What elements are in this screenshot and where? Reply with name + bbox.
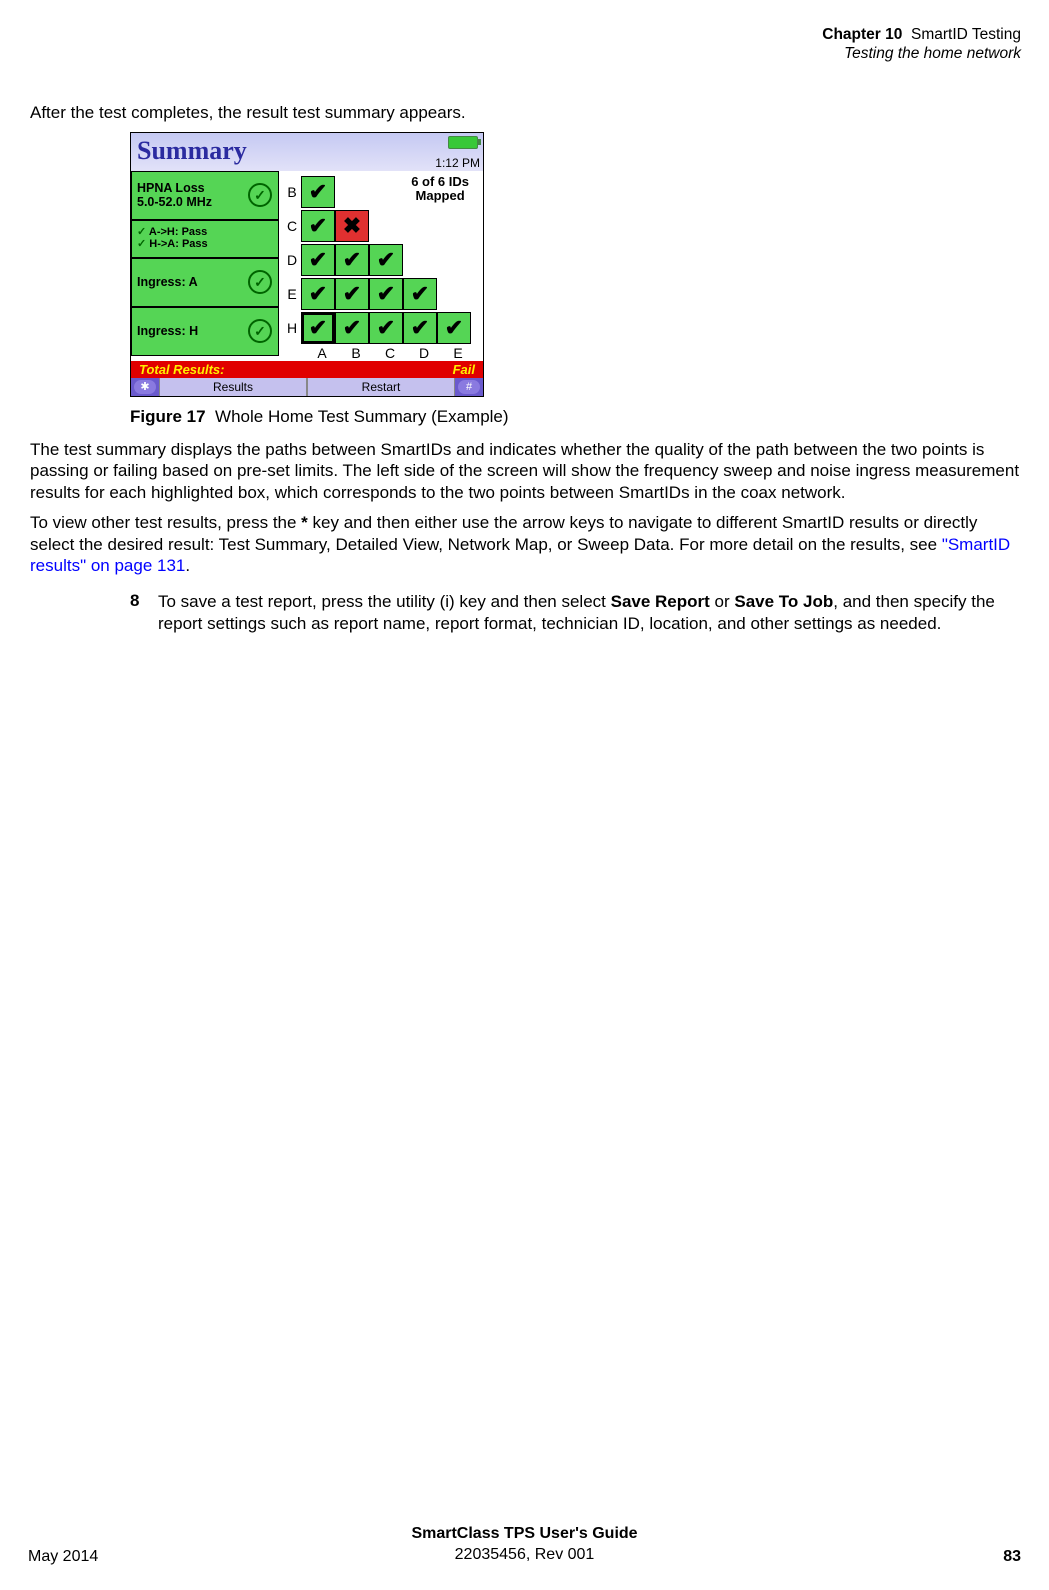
row-label: B: [283, 184, 301, 200]
matrix-area: 6 of 6 IDs Mapped BCDEHABCDE: [279, 171, 483, 361]
empty-cell: [335, 176, 369, 208]
pass-icon: [248, 319, 272, 343]
summary-titlebar: Summary 1:12 PM: [131, 133, 483, 171]
chapter-label: Chapter 10: [822, 26, 902, 43]
intro-paragraph: After the test completes, the result tes…: [30, 102, 1021, 124]
row-label: E: [283, 286, 301, 302]
col-label: D: [407, 345, 441, 361]
pass-cell: [437, 312, 471, 344]
column-labels: ABCDE: [305, 345, 481, 361]
battery-icon: [448, 136, 478, 149]
pass-cell: [301, 278, 335, 310]
page-header: Chapter 10 SmartID Testing Testing the h…: [30, 25, 1021, 64]
empty-cell: [403, 210, 437, 242]
col-label: E: [441, 345, 475, 361]
left-status-column: HPNA Loss 5.0-52.0 MHz A->H: Pass H->A: …: [131, 171, 279, 361]
star-key-icon[interactable]: ✱: [134, 380, 156, 394]
s8-b1: Save Report: [611, 592, 710, 611]
empty-cell: [437, 210, 471, 242]
total-value: Fail: [453, 362, 475, 377]
softkey-bar: ✱ Results Restart #: [131, 378, 483, 396]
clock-time: 1:12 PM: [435, 156, 480, 170]
col-label: A: [305, 345, 339, 361]
fail-cell: [335, 210, 369, 242]
hash-key-icon[interactable]: #: [458, 380, 480, 394]
pass-cell: [369, 312, 403, 344]
hpna-loss-box: HPNA Loss 5.0-52.0 MHz: [131, 171, 279, 220]
summary-paragraph: The test summary displays the paths betw…: [30, 439, 1021, 504]
pass-cell: [335, 244, 369, 276]
softkey-restart[interactable]: Restart: [307, 378, 455, 396]
figure-caption-text: Whole Home Test Summary (Example): [215, 407, 509, 426]
pass-cell: [301, 210, 335, 242]
matrix-row: C: [283, 209, 481, 243]
pass-icon: [248, 183, 272, 207]
s8-b2: Save To Job: [734, 592, 833, 611]
matrix-row: H: [283, 311, 481, 345]
empty-cell: [437, 278, 471, 310]
row-label: D: [283, 252, 301, 268]
p3-bold: *: [301, 513, 308, 532]
figure-number: Figure 17: [130, 407, 206, 426]
footer-pagenum: 83: [1003, 1548, 1021, 1566]
col-label: B: [339, 345, 373, 361]
pass-cell: [369, 244, 403, 276]
step-8: 8 To save a test report, press the utili…: [130, 591, 1021, 635]
matrix-row: D: [283, 243, 481, 277]
step-text: To save a test report, press the utility…: [158, 591, 1021, 635]
empty-cell: [403, 244, 437, 276]
pass-cell: [403, 312, 437, 344]
device-screenshot: Summary 1:12 PM HPNA Loss 5.0-52.0 MHz A…: [130, 132, 484, 397]
path-pass-box: A->H: Pass H->A: Pass: [131, 220, 279, 258]
view-results-paragraph: To view other test results, press the * …: [30, 512, 1021, 577]
footer-docnum: 22035456, Rev 001: [28, 1545, 1021, 1566]
pass-icon: [248, 270, 272, 294]
total-results-bar: Total Results: Fail: [131, 361, 483, 378]
p3-pre: To view other test results, press the: [30, 513, 301, 532]
pass-cell: [403, 278, 437, 310]
ha-pass: H->A: Pass: [137, 238, 208, 250]
screen-title: Summary: [137, 136, 247, 166]
page-footer: SmartClass TPS User's Guide 22035456, Re…: [28, 1524, 1021, 1566]
s8-pre: To save a test report, press the utility…: [158, 592, 611, 611]
ah-pass: A->H: Pass: [137, 226, 207, 238]
footer-date: May 2014: [28, 1548, 98, 1566]
step-number: 8: [130, 591, 158, 635]
matrix-caption: 6 of 6 IDs Mapped: [411, 175, 469, 204]
ingress-h-box: Ingress: H: [131, 307, 279, 356]
empty-cell: [369, 176, 403, 208]
chapter-title: SmartID Testing: [911, 26, 1021, 43]
pass-cell: [301, 176, 335, 208]
empty-cell: [437, 244, 471, 276]
pass-cell: [369, 278, 403, 310]
section-title: Testing the home network: [844, 45, 1021, 62]
row-label: H: [283, 320, 301, 336]
pass-cell: [301, 312, 335, 344]
softkey-results[interactable]: Results: [159, 378, 307, 396]
pass-cell: [335, 312, 369, 344]
caption-line2: Mapped: [411, 189, 469, 203]
s8-mid: or: [710, 592, 735, 611]
matrix-row: E: [283, 277, 481, 311]
total-label: Total Results:: [139, 362, 224, 377]
pass-cell: [335, 278, 369, 310]
col-label: C: [373, 345, 407, 361]
pass-cell: [301, 244, 335, 276]
p3-post: .: [185, 556, 190, 575]
row-label: C: [283, 218, 301, 234]
figure-caption: Figure 17 Whole Home Test Summary (Examp…: [130, 407, 1021, 427]
ingress-a-box: Ingress: A: [131, 258, 279, 307]
empty-cell: [369, 210, 403, 242]
caption-line1: 6 of 6 IDs: [411, 175, 469, 189]
footer-title: SmartClass TPS User's Guide: [28, 1524, 1021, 1545]
